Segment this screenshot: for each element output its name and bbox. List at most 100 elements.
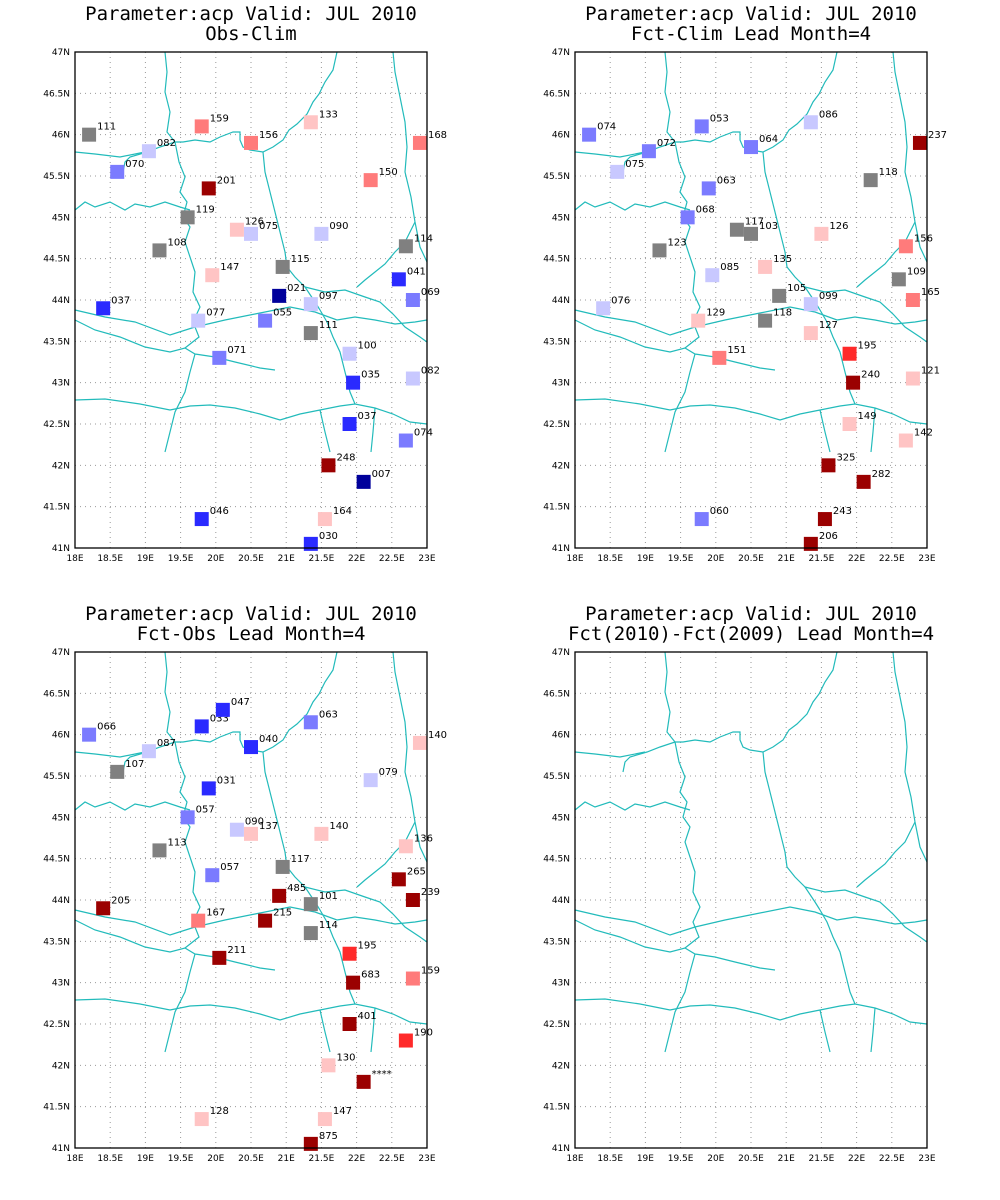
station-marker: [701, 181, 716, 196]
station-value-label: 190: [414, 1028, 433, 1039]
gridlines: [75, 52, 427, 548]
station-marker: [303, 715, 318, 730]
station-marker: [652, 243, 667, 258]
station-value-label: 090: [329, 221, 348, 232]
station-value-label: 243: [833, 506, 852, 517]
lon-tick-label: 21E: [278, 1154, 295, 1164]
station-value-label: 485: [287, 883, 306, 894]
station-marker: [405, 893, 420, 907]
lat-tick-label: 44.5N: [43, 255, 70, 265]
lat-tick-label: 41.5N: [43, 503, 70, 513]
station-marker: [356, 1074, 371, 1089]
lat-tick-label: 41.5N: [543, 503, 570, 513]
lon-tick-label: 18.5E: [97, 554, 123, 564]
lat-tick-label: 46.5N: [543, 689, 570, 699]
station-value-label: 063: [717, 175, 736, 186]
station-marker: [82, 727, 97, 742]
station-marker: [694, 119, 709, 134]
station-marker: [803, 326, 818, 341]
lon-tick-label: 20.5E: [738, 1154, 764, 1164]
station-value-label: 136: [414, 833, 433, 844]
station-value-label: 140: [428, 730, 447, 741]
lat-tick-label: 47N: [52, 648, 70, 658]
lon-tick-label: 20.5E: [238, 1154, 264, 1164]
map-frame: [574, 51, 928, 549]
station-marker: [191, 913, 206, 928]
station-marker: [391, 272, 406, 287]
station-value-label: 140: [329, 821, 348, 832]
station-value-label: 075: [625, 159, 644, 170]
lat-tick-label: 41N: [52, 1144, 70, 1154]
station-marker: [314, 826, 329, 841]
lon-tick-label: 22.5E: [379, 554, 405, 564]
station-value-label: 123: [667, 237, 686, 248]
lon-tick-label: 22E: [348, 554, 365, 564]
panel-title-line1: Parameter:acp Valid: JUL 2010: [585, 603, 917, 625]
station-marker: [229, 822, 244, 837]
station-value-label: 147: [333, 1106, 352, 1117]
lat-tick-label: 47N: [552, 48, 570, 58]
station-marker: [96, 301, 111, 316]
lon-tick-label: 18.5E: [597, 554, 623, 564]
station-value-label: 082: [157, 138, 176, 149]
station-marker: [180, 810, 195, 825]
station-marker: [846, 375, 861, 390]
station-marker: [398, 239, 413, 254]
station-value-label: 101: [319, 891, 338, 902]
station-marker: [194, 1112, 209, 1127]
station-marker: [317, 512, 332, 527]
station-value-label: 060: [710, 506, 729, 517]
station-value-label: 071: [227, 345, 246, 356]
station-value-label: 151: [727, 345, 746, 356]
station-value-label: 130: [336, 1052, 355, 1063]
station-marker: [842, 417, 857, 431]
lat-tick-label: 42.5N: [43, 1020, 70, 1030]
station-value-label: ****: [372, 1069, 392, 1080]
lat-tick-label: 44N: [52, 296, 70, 306]
lon-tick-label: 20E: [207, 1154, 224, 1164]
station-value-label: 075: [259, 221, 278, 232]
station-value-label: 265: [407, 866, 426, 877]
lat-tick-label: 45N: [552, 213, 570, 223]
lat-tick-label: 42N: [552, 1061, 570, 1071]
station-marker: [215, 702, 230, 717]
lat-tick-label: 47N: [552, 648, 570, 658]
station-marker: [596, 301, 611, 316]
lat-tick-label: 45N: [52, 213, 70, 223]
station-value-label: 063: [319, 709, 338, 720]
station-marker: [314, 226, 329, 241]
station-marker: [275, 259, 290, 274]
lon-tick-label: 22.5E: [879, 1154, 905, 1164]
station-value-label: 206: [819, 531, 838, 542]
station-value-label: 090: [245, 817, 264, 828]
station-marker: [814, 226, 829, 241]
station-marker: [194, 512, 209, 527]
station-value-label: 118: [879, 167, 898, 178]
station-marker: [363, 773, 378, 788]
gridlines: [75, 652, 427, 1148]
lat-tick-label: 42.5N: [43, 420, 70, 430]
station-value-label: 068: [696, 204, 715, 215]
station-marker: [303, 897, 318, 912]
station-value-label: 165: [921, 287, 940, 298]
lat-tick-label: 43N: [552, 379, 570, 389]
station-marker: [346, 375, 361, 390]
station-marker: [229, 222, 244, 237]
station-value-label: 074: [597, 122, 616, 133]
lon-tick-label: 18E: [566, 554, 583, 564]
station-value-label: 117: [291, 854, 310, 865]
station-value-label: 683: [361, 970, 380, 981]
station-marker: [152, 243, 167, 258]
station-marker: [905, 371, 920, 386]
panel-title-line2: Obs-Clim: [205, 23, 297, 45]
station-marker: [680, 210, 695, 225]
lat-tick-label: 45.5N: [543, 172, 570, 182]
lon-tick-label: 22.5E: [879, 554, 905, 564]
station-marker: [194, 119, 209, 134]
station-value-label: 066: [97, 722, 116, 733]
map-panel-4: Parameter:acp Valid: JUL 2010Fct(2010)-F…: [543, 603, 936, 1164]
lat-tick-label: 45.5N: [43, 172, 70, 182]
station-marker: [212, 350, 227, 365]
